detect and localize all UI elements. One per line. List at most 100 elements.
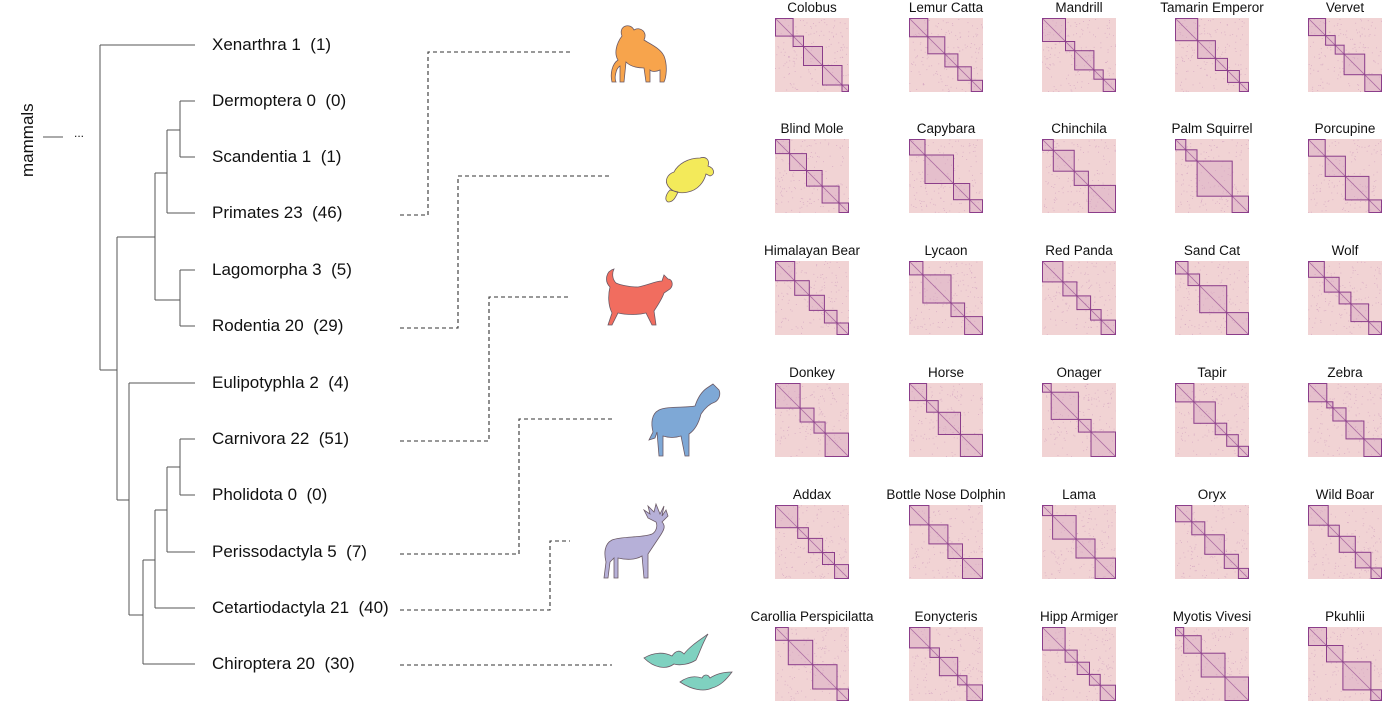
contact-matrix [1042,18,1116,92]
contact-matrix [775,627,849,701]
order-name: Lagomorpha 3 [212,260,322,279]
connector-carnivora [400,297,570,441]
horse-icon [645,380,725,458]
order-label-eulipotyphla: Eulipotyphla 2 (4) [212,373,349,393]
monkey-icon [600,20,675,85]
species-title: Sand Cat [1142,243,1282,259]
species-title: Vervet [1275,0,1400,16]
contact-matrix [1308,261,1382,335]
contact-matrix [1175,139,1249,213]
species-title: Addax [742,487,882,503]
tree-ellipsis: ... [74,126,84,140]
species-title: Carollia Perspicilatta [742,609,882,625]
contact-matrix [1042,505,1116,579]
order-name: Xenarthra 1 [212,35,301,54]
species-title: Zebra [1275,365,1400,381]
bat-icon [640,630,735,695]
contact-matrix [909,261,983,335]
contact-matrix [1308,383,1382,457]
root-label-mammals: mammals [18,103,38,177]
deer-icon [596,500,676,580]
order-label-xenarthra: Xenarthra 1 (1) [212,35,331,55]
order-label-pholidota: Pholidota 0 (0) [212,485,327,505]
contact-matrix [909,383,983,457]
species-title: Myotis Vivesi [1142,609,1282,625]
species-title: Lama [1009,487,1149,503]
contact-matrix [1042,139,1116,213]
species-title: Porcupine [1275,121,1400,137]
contact-matrix [1042,261,1116,335]
order-species-count: (40) [349,598,389,617]
species-title: Tapir [1142,365,1282,381]
order-species-count: (0) [297,485,327,504]
order-label-rodentia: Rodentia 20 (29) [212,316,343,336]
species-title: Blind Mole [742,121,882,137]
contact-matrix [1308,505,1382,579]
order-species-count: (7) [337,542,367,561]
order-species-count: (0) [316,91,346,110]
order-label-primates: Primates 23 (46) [212,203,342,223]
contact-matrix [1042,383,1116,457]
order-name: Pholidota 0 [212,485,297,504]
order-label-dermoptera: Dermoptera 0 (0) [212,91,346,111]
contact-matrix [1175,383,1249,457]
species-title: Eonycteris [876,609,1016,625]
species-title: Chinchila [1009,121,1149,137]
connector-cetartiodactyla [400,541,570,610]
species-title: Hipp Armiger [1009,609,1149,625]
order-species-count: (1) [311,147,341,166]
connector-primates [400,52,570,215]
order-species-count: (1) [301,35,331,54]
contact-matrix [1308,139,1382,213]
order-species-count: (46) [303,203,343,222]
order-species-count: (51) [309,429,349,448]
contact-matrix [909,627,983,701]
species-title: Wild Boar [1275,487,1400,503]
species-title: Lemur Catta [876,0,1016,16]
order-name: Carnivora 22 [212,429,309,448]
order-name: Eulipotyphla 2 [212,373,319,392]
contact-matrix [775,505,849,579]
species-title: Pkuhlii [1275,609,1400,625]
contact-matrix [1175,505,1249,579]
species-title: Horse [876,365,1016,381]
species-title: Onager [1009,365,1149,381]
contact-matrix [1042,627,1116,701]
contact-matrix [909,139,983,213]
contact-matrix [1308,627,1382,701]
order-label-perissodactyla: Perissodactyla 5 (7) [212,542,367,562]
species-title: Capybara [876,121,1016,137]
contact-matrix [909,18,983,92]
order-name: Cetartiodactyla 21 [212,598,349,617]
species-title: Wolf [1275,243,1400,259]
contact-matrix [1308,18,1382,92]
order-label-lagomorpha: Lagomorpha 3 (5) [212,260,352,280]
contact-matrix [775,139,849,213]
contact-matrix [775,261,849,335]
connector-rodentia [400,176,610,328]
order-name: Chiroptera 20 [212,654,315,673]
beaver-icon [660,150,720,205]
species-title: Oryx [1142,487,1282,503]
contact-matrix [1175,627,1249,701]
contact-matrix [1175,261,1249,335]
order-name: Perissodactyla 5 [212,542,337,561]
species-title: Donkey [742,365,882,381]
species-title: Tamarin Emperor [1142,0,1282,16]
species-title: Mandrill [1009,0,1149,16]
species-title: Colobus [742,0,882,16]
contact-matrix [1175,18,1249,92]
species-title: Palm Squirrel [1142,121,1282,137]
order-label-carnivora: Carnivora 22 (51) [212,429,349,449]
cat-icon [598,265,678,327]
connector-perissodactyla [400,419,612,554]
order-name: Primates 23 [212,203,303,222]
species-title: Red Panda [1009,243,1149,259]
order-label-cetartiodactyla: Cetartiodactyla 21 (40) [212,598,389,618]
contact-matrix [775,383,849,457]
species-title: Bottle Nose Dolphin [876,487,1016,503]
order-species-count: (5) [322,260,352,279]
species-title: Himalayan Bear [742,243,882,259]
